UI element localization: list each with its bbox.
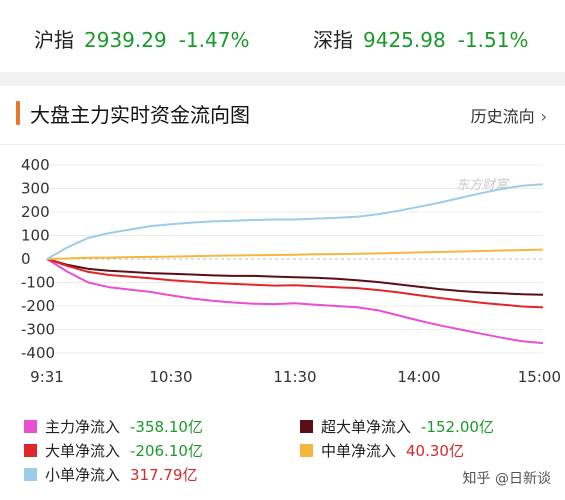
legend-item: 小单净流入 317.79亿: [24, 464, 198, 485]
grid-lines: [47, 164, 543, 354]
x-tick-label: 10:30: [149, 368, 192, 386]
legend-swatch: [300, 420, 313, 433]
legend-label: 小单净流入: [45, 466, 121, 484]
x-tick-label: 15:00: [518, 368, 561, 386]
history-flow-link[interactable]: 历史流向 ›: [471, 103, 547, 127]
section-divider: [0, 72, 565, 86]
y-tick-label: 300: [21, 180, 50, 198]
title-accent-bar: [16, 101, 20, 125]
chevron-right-icon: ›: [540, 107, 547, 126]
legend-label: 中单净流入: [321, 442, 397, 460]
series-line-2: [46, 258, 544, 309]
y-tick-label: 0: [21, 250, 31, 268]
index-change: -1.51%: [457, 28, 529, 52]
x-tick-label: 11:30: [273, 368, 316, 386]
index-name: 沪指: [34, 28, 74, 52]
card-header: 大盘主力实时资金流向图 历史流向 ›: [0, 86, 565, 144]
legend-item: 超大单净流入 -152.00亿: [300, 416, 494, 437]
header-divider: [0, 144, 565, 145]
x-axis-labels: 9:31 10:30 11:30 14:00 15:00: [30, 368, 561, 386]
series-line-0: [46, 258, 544, 345]
x-tick-label: 9:31: [30, 368, 64, 386]
legend-value: -152.00亿: [421, 418, 494, 436]
shenzhen-index[interactable]: 深指 9425.98 -1.51%: [313, 24, 528, 53]
y-tick-label: -100: [21, 274, 55, 292]
source-watermark: 知乎 @日新谈: [462, 471, 551, 487]
y-tick-label: 100: [21, 227, 50, 245]
legend-swatch: [300, 444, 313, 457]
chart-watermark: 东方财富: [456, 177, 510, 193]
series-line-3: [46, 248, 544, 260]
y-tick-label: -200: [21, 297, 55, 315]
y-tick-label: 400: [21, 156, 50, 174]
fund-flow-chart: 400 300 200 100 0 -100 -200 -300 -400 9:31 10:30 1…: [21, 156, 561, 386]
legend-label: 主力净流入: [45, 418, 121, 436]
x-tick-label: 14:00: [397, 368, 440, 386]
legend: 主力净流入 -358.10亿 超大单净流入 -152.00亿 大单净流入 -206.1…: [0, 410, 565, 500]
index-points: 9425.98: [363, 28, 446, 52]
legend-swatch: [24, 468, 37, 481]
legend-swatch: [24, 420, 37, 433]
series-line-1: [46, 258, 544, 296]
y-tick-label: -400: [21, 344, 55, 362]
legend-swatch: [24, 444, 37, 457]
y-tick-label: -300: [21, 321, 55, 339]
legend-item: 主力净流入 -358.10亿: [24, 416, 203, 437]
legend-value: -358.10亿: [130, 418, 203, 436]
legend-label: 大单净流入: [45, 442, 121, 460]
legend-value: -206.10亿: [130, 442, 203, 460]
series-lines: [46, 183, 544, 345]
index-points: 2939.29: [84, 28, 167, 52]
y-tick-label: 200: [21, 203, 50, 221]
index-change: -1.47%: [178, 28, 250, 52]
legend-item: 大单净流入 -206.10亿: [24, 440, 203, 461]
card-title: 大盘主力实时资金流向图: [30, 103, 250, 127]
legend-item: 中单净流入 40.30亿: [300, 440, 464, 461]
legend-value: 317.79亿: [130, 466, 198, 484]
series-line-4: [46, 183, 544, 260]
index-name: 深指: [313, 28, 353, 52]
legend-label: 超大单净流入: [321, 418, 412, 436]
y-axis-labels: 400 300 200 100 0 -100 -200 -300 -400: [21, 156, 55, 362]
legend-value: 40.30亿: [406, 442, 464, 460]
history-flow-label: 历史流向: [470, 107, 535, 126]
index-bar: 沪指 2939.29 -1.47% 深指 9425.98 -1.51%: [0, 0, 565, 72]
shanghai-index[interactable]: 沪指 2939.29 -1.47%: [34, 24, 249, 53]
